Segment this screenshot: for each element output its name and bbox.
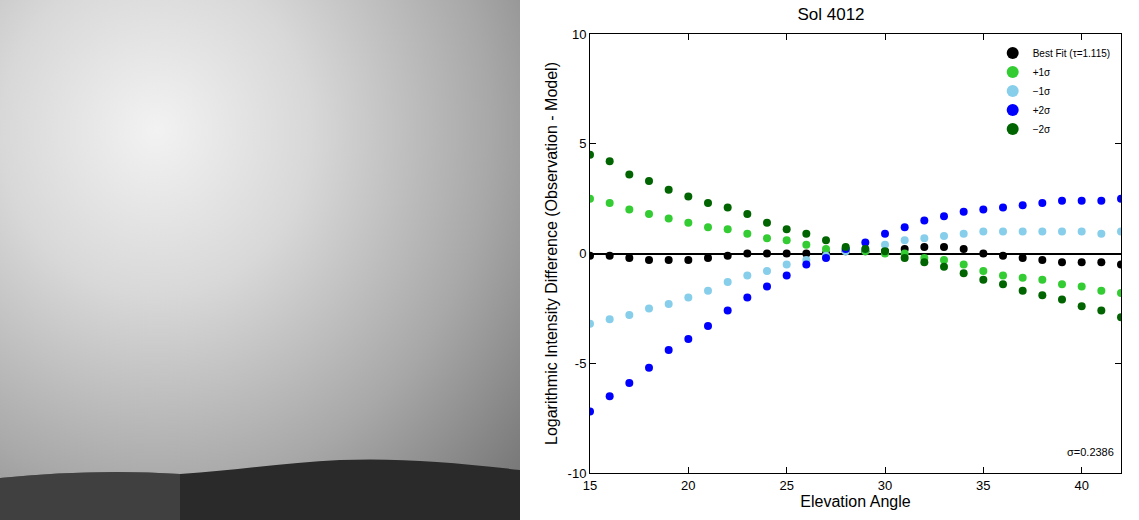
svg-text:−1σ: −1σ [1033,86,1051,97]
svg-text:35: 35 [976,478,990,493]
svg-text:0: 0 [579,246,586,261]
svg-text:Elevation Angle: Elevation Angle [800,493,910,510]
svg-text:15: 15 [583,478,597,493]
svg-text:+1σ: +1σ [1033,67,1051,78]
svg-text:30: 30 [878,478,892,493]
svg-text:+2σ: +2σ [1033,105,1051,116]
svg-text:σ=0.2386: σ=0.2386 [1067,446,1114,458]
svg-text:20: 20 [681,478,695,493]
svg-text:Sol 4012: Sol 4012 [797,5,864,24]
svg-text:25: 25 [779,478,793,493]
svg-text:5: 5 [579,136,586,151]
svg-text:Best Fit (τ=1.115): Best Fit (τ=1.115) [1033,48,1110,59]
svg-text:40: 40 [1074,478,1088,493]
svg-text:Logarithmic Intensity Differen: Logarithmic Intensity Difference (Observ… [543,62,560,445]
svg-text:10: 10 [572,27,586,42]
svg-text:-10: -10 [568,466,587,481]
svg-text:−2σ: −2σ [1033,124,1051,135]
svg-text:-5: -5 [575,356,587,371]
